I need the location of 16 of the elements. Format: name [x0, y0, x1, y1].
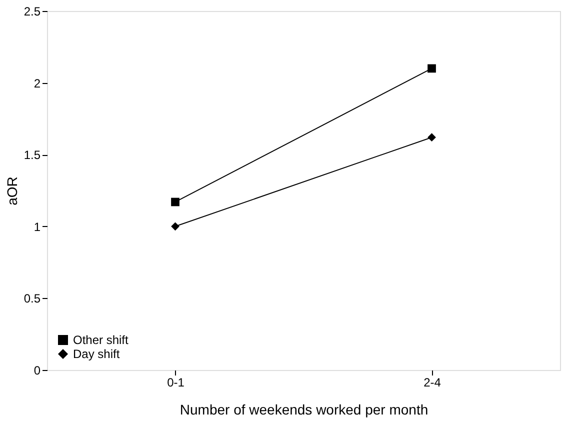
y-axis-title: aOR [4, 176, 20, 206]
y-tick-label: 2 [34, 76, 41, 90]
y-tick-label: 0.5 [24, 292, 41, 306]
y-tick-label: 2.5 [24, 4, 41, 18]
point [171, 198, 180, 206]
y-tick-label: 1.5 [24, 148, 41, 162]
x-tick-label: 2-4 [424, 376, 442, 390]
legend-label: Other shift [73, 333, 130, 347]
y-tick-label: 0 [34, 364, 41, 378]
x-tick-label: 0-1 [167, 376, 185, 390]
legend-label: Day shift [73, 347, 120, 361]
point [171, 222, 180, 231]
y-tick-label: 1 [34, 220, 41, 234]
x-axis-title: Number of weekends worked per month [180, 402, 428, 418]
point [428, 64, 436, 73]
point [428, 133, 436, 142]
